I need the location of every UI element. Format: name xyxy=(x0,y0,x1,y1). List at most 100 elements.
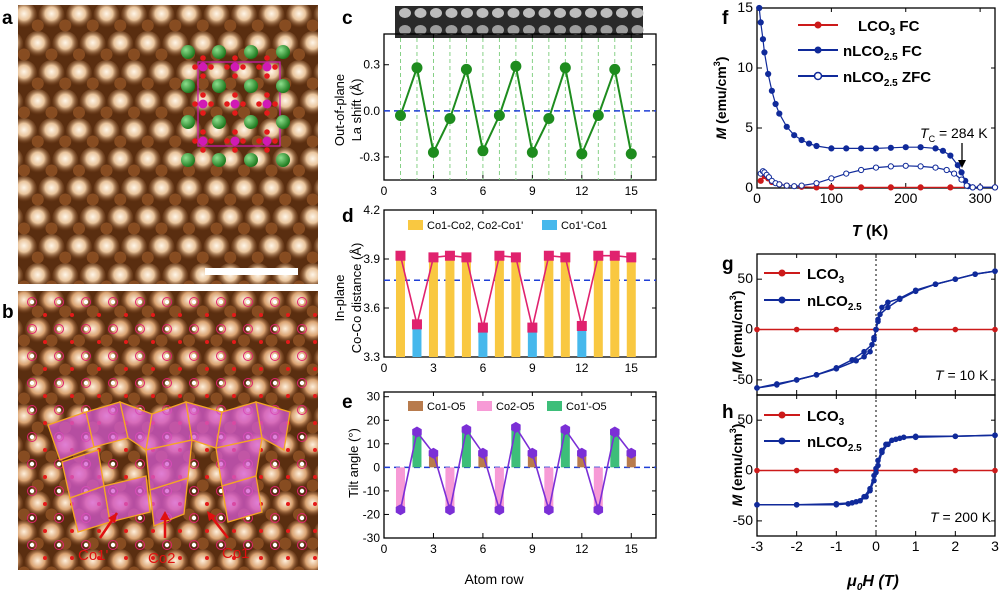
atom xyxy=(231,578,257,593)
d-point xyxy=(593,250,604,261)
o-dot xyxy=(97,367,101,371)
atom xyxy=(189,263,216,284)
co-ring xyxy=(108,351,118,361)
f-point xyxy=(902,162,909,169)
panel-a-label: a xyxy=(2,8,13,29)
panel-h-label: h xyxy=(722,402,734,423)
o-atom xyxy=(256,138,262,144)
f-point xyxy=(756,4,763,12)
e-point xyxy=(527,447,538,459)
e-point xyxy=(494,504,505,516)
atom-minor xyxy=(334,538,346,550)
la-atom xyxy=(276,115,290,129)
plotG-point xyxy=(754,385,760,391)
atom-minor xyxy=(73,334,85,347)
co-ring xyxy=(108,297,118,307)
co-dot xyxy=(299,380,305,386)
o-atom xyxy=(232,73,238,79)
co-ring xyxy=(243,324,253,334)
atom xyxy=(286,462,312,488)
co-ring xyxy=(270,324,280,334)
atom-minor xyxy=(100,450,113,463)
co-dot xyxy=(191,488,197,494)
f-legend-marker-0 xyxy=(814,21,822,29)
atom xyxy=(244,317,271,343)
atom xyxy=(286,520,312,546)
co-dot xyxy=(29,326,35,332)
atom-minor xyxy=(251,19,264,32)
stem-strip-c xyxy=(395,6,644,38)
atom-minor xyxy=(224,363,237,376)
co-atom xyxy=(262,136,272,146)
co-dot xyxy=(164,326,170,332)
o-dot xyxy=(97,394,101,398)
co-ring xyxy=(189,486,199,496)
plotH-point xyxy=(883,441,889,448)
atom-minor xyxy=(73,0,85,3)
xtick-label: 0 xyxy=(381,184,388,198)
ytick-label: 30 xyxy=(367,390,381,404)
plotH-point xyxy=(952,467,959,474)
atom xyxy=(0,462,10,488)
strip-atom xyxy=(569,25,582,35)
co-ring xyxy=(162,378,172,388)
o-atom xyxy=(200,110,206,116)
strip-atom xyxy=(430,8,442,18)
o-dot xyxy=(70,556,74,560)
co-dot xyxy=(164,380,170,386)
atom-minor xyxy=(196,193,209,206)
plotH-point xyxy=(889,437,895,444)
ytick-label: 50 xyxy=(737,270,753,286)
atom-minor xyxy=(31,251,44,264)
atom xyxy=(286,578,312,593)
atom xyxy=(313,5,318,25)
o-atom xyxy=(208,64,214,70)
plotH-point xyxy=(793,501,800,508)
co-dot xyxy=(245,326,251,332)
o-dot xyxy=(286,340,290,344)
atom xyxy=(217,205,244,231)
octahedron xyxy=(221,475,263,523)
atom xyxy=(93,234,120,260)
atom xyxy=(24,263,51,284)
atom-minor xyxy=(293,48,305,61)
atom-minor xyxy=(73,164,85,177)
atom-minor xyxy=(265,222,278,235)
atom-minor xyxy=(86,363,99,376)
atom xyxy=(52,263,79,284)
atom xyxy=(121,176,147,202)
atom xyxy=(107,31,134,57)
c-point xyxy=(394,109,406,121)
atom xyxy=(148,5,175,28)
atom-minor xyxy=(31,19,44,32)
crystal-model-overlay xyxy=(181,45,290,167)
atom-minor xyxy=(155,392,168,405)
atom xyxy=(121,60,147,86)
strip-atom xyxy=(461,25,473,35)
o-dot xyxy=(232,313,236,317)
co-dot xyxy=(191,515,197,521)
atom-minor xyxy=(334,480,346,492)
atom xyxy=(52,89,79,115)
plotH-point xyxy=(853,498,859,505)
atom-minor xyxy=(251,363,264,376)
atom-minor xyxy=(306,135,318,148)
atom xyxy=(18,234,37,260)
d-legend: Co1-Co2, Co2-Co1' Co1'-Co1 xyxy=(408,220,607,232)
atom-minor xyxy=(321,107,333,119)
atom-minor xyxy=(31,421,44,434)
f-point xyxy=(828,184,835,191)
atom-minor xyxy=(265,106,278,119)
atom xyxy=(93,520,120,546)
atom xyxy=(79,263,106,284)
o-atom xyxy=(200,92,206,98)
co-dot xyxy=(29,299,35,305)
co-ring xyxy=(297,540,307,550)
ytick-label: -50 xyxy=(733,371,753,387)
o-dot xyxy=(286,367,290,371)
atom xyxy=(0,404,10,430)
plotG-point xyxy=(875,316,881,323)
c-point xyxy=(609,63,621,75)
o-dot xyxy=(97,556,101,560)
co-ring xyxy=(216,351,226,361)
